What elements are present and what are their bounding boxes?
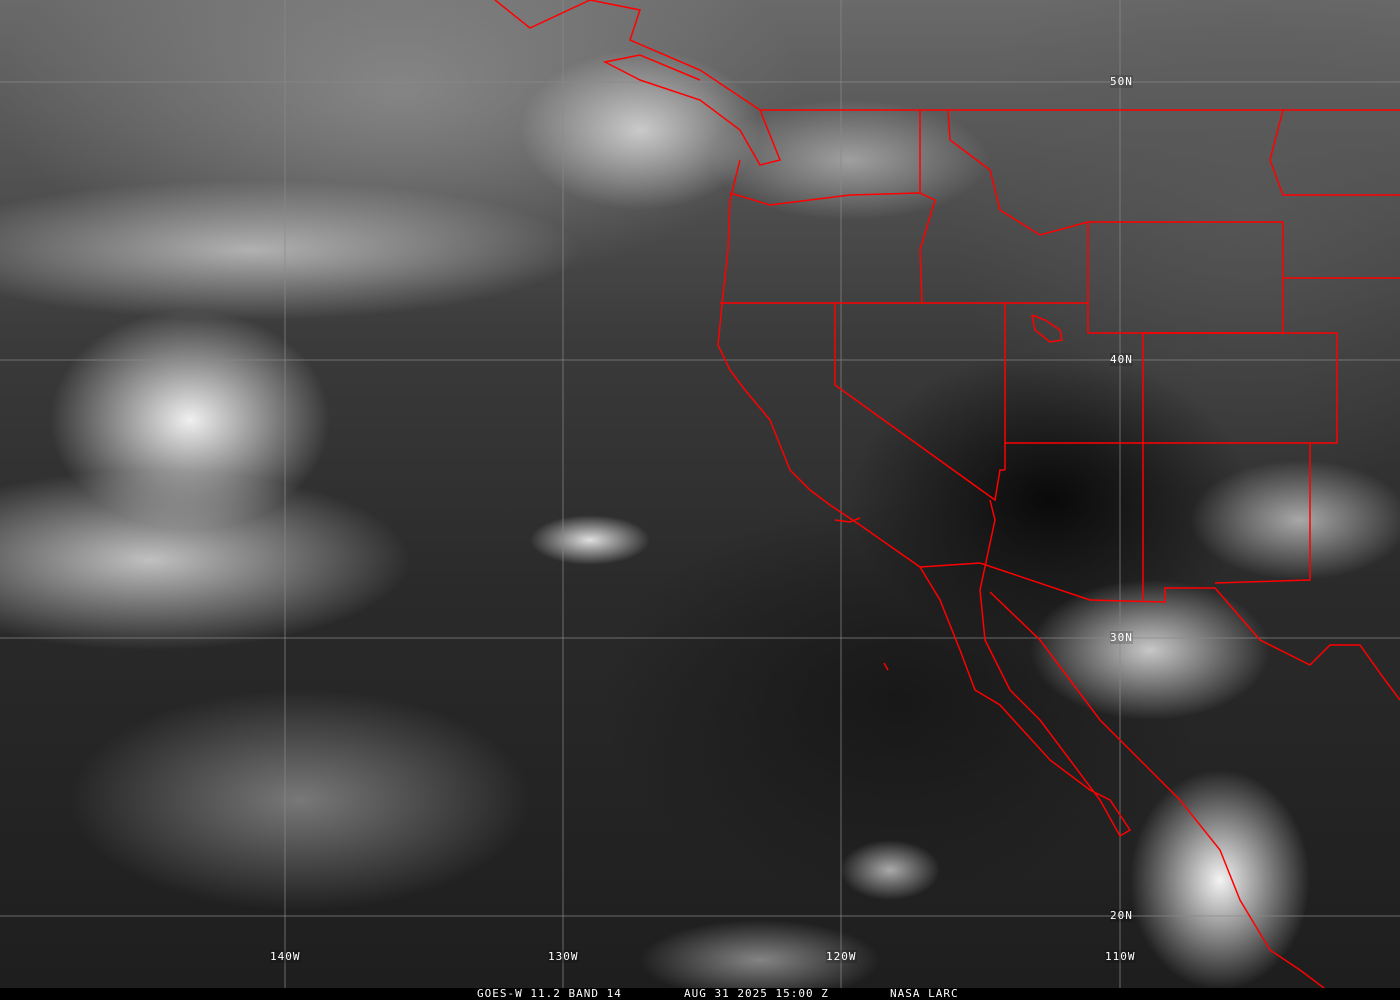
lon-label-130w: 130W [548,950,579,963]
political-borders [494,0,1400,988]
great-salt-lake [1031,314,1063,343]
coastline-mexico-mainland [989,591,1326,988]
border-wa-or [729,192,921,206]
coastline-baja [919,566,1132,838]
guadalupe-island [883,662,889,671]
border-new-mexico [1214,443,1311,584]
border-idaho [919,110,936,304]
border-montana-dakota [1269,109,1400,196]
lat-label-20n: 20N [1110,909,1133,922]
border-utah-arizona [1005,442,1144,600]
border-baja-sonora [979,499,996,591]
channel-islands [834,517,861,523]
border-colorado [1142,332,1338,444]
caption-datetime: AUG 31 2025 15:00 Z [684,987,829,1000]
caption-bar: GOES-W 11.2 BAND 14 AUG 31 2025 15:00 Z … [0,987,1400,1000]
caption-source: NASA LARC [890,987,959,1000]
border-id-mt [947,109,1089,236]
lat-label-30n: 30N [1110,631,1133,644]
lat-label-40n: 40N [1110,353,1133,366]
lon-label-120w: 120W [826,950,857,963]
caption-satellite: GOES-W 11.2 BAND 14 [477,987,622,1000]
border-wyoming [1087,221,1284,334]
border-us-mexico [919,562,1400,701]
coastline-us-west [717,159,921,568]
coastline-bc [494,0,782,166]
border-ca-nv [834,303,1005,502]
lat-label-50n: 50N [1110,75,1133,88]
lon-label-140w: 140W [270,950,301,963]
lon-label-110w: 110W [1105,950,1136,963]
